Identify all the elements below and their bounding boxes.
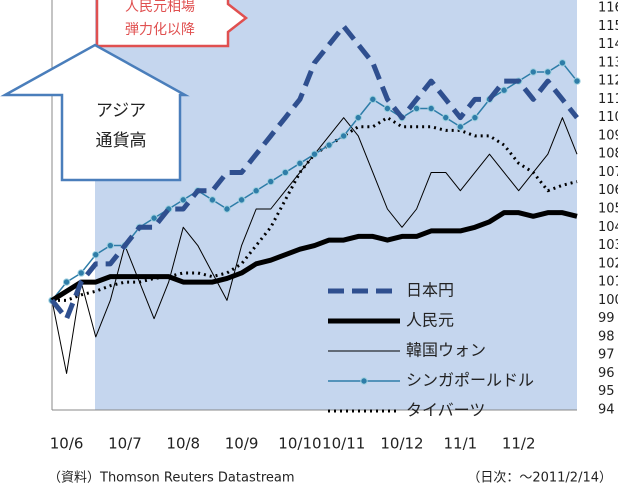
series-marker [456, 123, 465, 131]
y-tick-label: 111 [598, 92, 618, 107]
y-tick-label: 99 [598, 311, 615, 326]
y-tick-label: 115 [598, 19, 618, 34]
shaded-period [95, 0, 577, 410]
series-marker [296, 159, 304, 168]
series-line [50, 23, 579, 322]
series-marker [223, 205, 231, 213]
y-tick-label: 105 [598, 202, 618, 217]
series-marker [252, 187, 260, 195]
legend-label: 日本円 [406, 281, 454, 300]
x-tick-label: 10/7 [108, 435, 142, 453]
y-tick-label: 98 [598, 329, 615, 344]
y-tick-label: 103 [598, 238, 618, 253]
series-marker [150, 214, 158, 222]
y-tick-label: 107 [598, 165, 618, 180]
series-marker [558, 59, 567, 67]
series-marker [412, 104, 421, 113]
series-marker [325, 141, 333, 149]
y-tick-label: 116 [598, 1, 618, 16]
y-tick-label: 113 [598, 55, 618, 70]
up-arrow [0, 43, 190, 182]
x-tick-label: 10/8 [166, 435, 200, 453]
series-marker [77, 269, 85, 277]
series-line [50, 210, 578, 303]
y-tick-label: 94 [598, 403, 615, 418]
series-marker [92, 250, 100, 259]
series-marker [354, 113, 362, 122]
x-tick-label: 10/10 [278, 435, 321, 453]
legend-marker [360, 377, 368, 385]
series-marker [427, 104, 435, 113]
arrow-text: アジア [96, 101, 146, 121]
series-marker [442, 113, 450, 122]
series-marker [369, 95, 377, 104]
y-tick-label: 95 [598, 384, 615, 399]
source: （資料）Thomson Reuters Datastream [48, 471, 295, 486]
x-tick-label: 10/9 [225, 435, 259, 453]
series-marker [573, 77, 581, 85]
series-marker [310, 150, 319, 158]
y-tick-label: 110 [598, 110, 618, 125]
x-tick-label: 10/6 [50, 435, 84, 453]
series-marker [106, 241, 115, 250]
series-marker [62, 278, 71, 286]
legend-label: 人民元 [406, 311, 454, 330]
series-marker [281, 168, 290, 177]
y-tick-label: 97 [598, 348, 615, 363]
legend-label: タイバーツ [406, 401, 485, 420]
series-marker [339, 132, 348, 140]
y-tick-label: 104 [598, 220, 618, 235]
series-marker [383, 104, 392, 113]
callout-text: 人民元相場 [125, 0, 195, 15]
legend-label: 韓国ウォン [406, 341, 486, 360]
series-marker [179, 196, 187, 204]
series-marker [208, 196, 217, 204]
y-tick-label: 108 [598, 147, 618, 162]
series-marker [544, 68, 552, 76]
legend-label: シンガポールドル [406, 371, 534, 390]
x-tick-label: 10/12 [380, 435, 423, 453]
x-tick-label: 11/1 [443, 435, 477, 453]
x-tick-label: 11/2 [502, 435, 536, 453]
series-marker [267, 177, 275, 186]
series-line [52, 116, 578, 302]
y-tick-label: 96 [598, 366, 615, 381]
y-tick-label: 100 [598, 293, 618, 308]
note: （日次：～2011/2/14） [467, 470, 612, 486]
y-tick-label: 101 [598, 275, 618, 290]
callout-text: 弾力化以降 [125, 22, 195, 38]
series-marker [471, 113, 479, 122]
y-tick-label: 109 [598, 128, 618, 143]
callout-box [95, 0, 249, 48]
y-tick-label: 112 [598, 74, 618, 89]
y-tick-label: 114 [598, 37, 618, 52]
series-marker [500, 86, 508, 94]
arrow-text: 通貨高 [96, 131, 147, 151]
series-marker [529, 68, 537, 76]
y-tick-label: 102 [598, 256, 618, 271]
y-tick-label: 106 [598, 183, 618, 198]
x-tick-label: 10/11 [322, 435, 365, 453]
series-marker [237, 196, 246, 204]
